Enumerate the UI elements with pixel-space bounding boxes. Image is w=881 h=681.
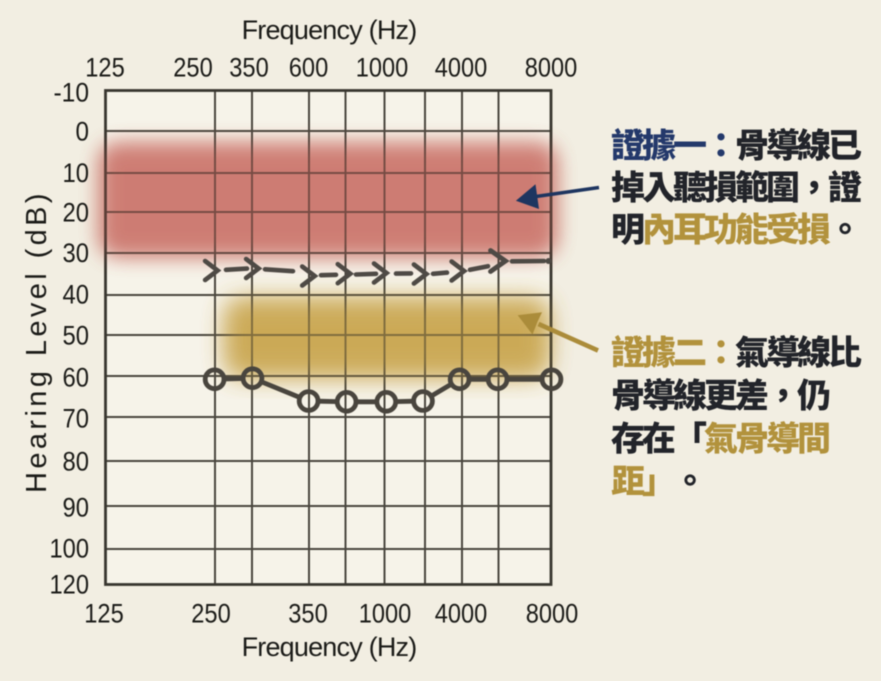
svg-text:Hearing Level (dB): Hearing Level (dB) xyxy=(21,190,53,493)
svg-text:1000: 1000 xyxy=(356,53,409,83)
svg-text:60: 60 xyxy=(63,363,90,393)
svg-text:70: 70 xyxy=(63,404,90,434)
svg-text:Frequency (Hz): Frequency (Hz) xyxy=(242,15,417,45)
svg-text:600: 600 xyxy=(289,53,329,83)
svg-text:50: 50 xyxy=(63,321,90,351)
svg-text:250: 250 xyxy=(173,53,213,83)
svg-text:350: 350 xyxy=(229,53,269,83)
svg-text:125: 125 xyxy=(85,53,125,83)
svg-text:10: 10 xyxy=(63,158,90,188)
svg-text:250: 250 xyxy=(191,599,231,629)
svg-text:4000: 4000 xyxy=(435,53,488,83)
svg-text:30: 30 xyxy=(63,238,90,268)
svg-text:Frequency (Hz): Frequency (Hz) xyxy=(242,632,417,662)
svg-text:120: 120 xyxy=(50,570,90,600)
svg-text:1000: 1000 xyxy=(359,599,412,629)
svg-text:90: 90 xyxy=(63,493,90,523)
svg-text:0: 0 xyxy=(76,117,90,147)
svg-text:20: 20 xyxy=(63,198,90,228)
svg-text:4000: 4000 xyxy=(435,599,488,629)
svg-text:8000: 8000 xyxy=(525,53,578,83)
svg-text:350: 350 xyxy=(288,599,328,629)
svg-text:-10: -10 xyxy=(54,78,90,108)
svg-text:125: 125 xyxy=(84,599,124,629)
svg-text:100: 100 xyxy=(50,534,90,564)
svg-text:40: 40 xyxy=(63,280,90,310)
svg-text:80: 80 xyxy=(63,447,90,477)
svg-text:8000: 8000 xyxy=(526,599,579,629)
